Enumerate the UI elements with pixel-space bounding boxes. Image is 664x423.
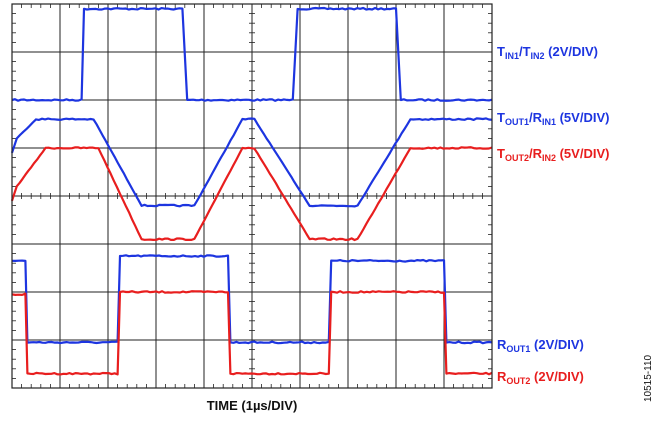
plot-frame (11, 3, 493, 389)
waveform-traces (10, 6, 493, 376)
trace-label-2: TOUT1/RIN1 (5V/DIV) (497, 110, 610, 127)
trace-5 (11, 290, 493, 376)
trace-4 (11, 254, 493, 345)
trace-label-1: TIN1/TIN2 (2V/DIV) (497, 44, 599, 61)
trace-label-3: TOUT2/RIN2 (5V/DIV) (497, 146, 610, 163)
trace-label-5: ROUT2 (2V/DIV) (497, 369, 584, 386)
x-axis-label: TIME (1µs/DIV) (206, 398, 298, 413)
figure-id: 10515-110 (643, 354, 654, 402)
trace-3 (10, 146, 493, 242)
plot-grid (11, 3, 493, 389)
trace-2 (10, 117, 493, 208)
trace-label-4: ROUT1 (2V/DIV) (497, 337, 584, 354)
trace-1 (11, 6, 493, 102)
